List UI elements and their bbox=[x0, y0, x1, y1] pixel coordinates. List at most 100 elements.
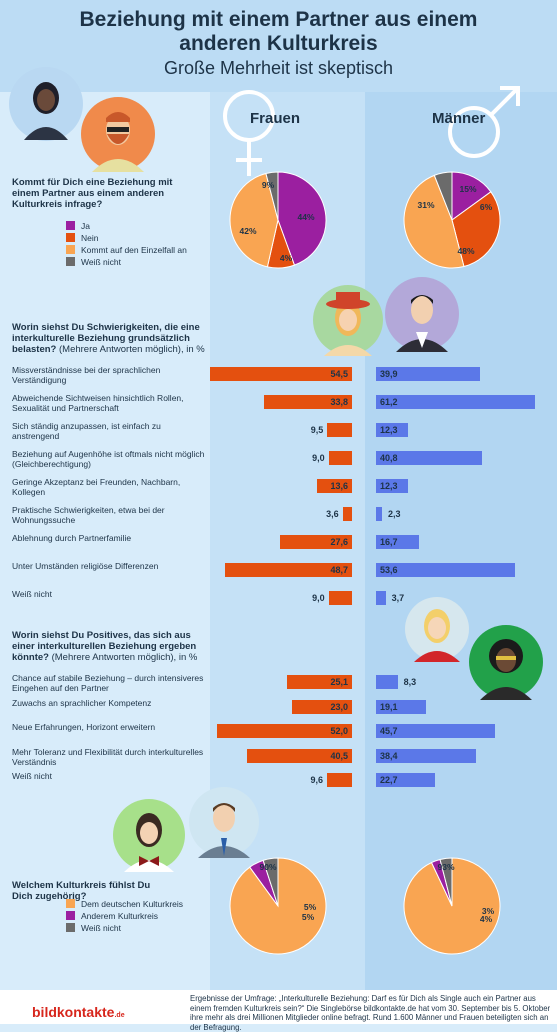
question-2: Worin siehst Du Schwierigkeiten, die ein… bbox=[12, 322, 205, 355]
male-symbol-icon bbox=[448, 86, 520, 158]
bar-women bbox=[342, 507, 352, 521]
pie-q1-women-label-1: 9% bbox=[262, 180, 275, 190]
value-label-men: 12,3 bbox=[380, 425, 398, 435]
avatar-woman-hat-icon bbox=[313, 285, 383, 356]
bar-men bbox=[376, 451, 483, 465]
bar-men bbox=[376, 395, 536, 409]
question-3: Worin siehst Du Positives, das sich aus … bbox=[12, 630, 198, 663]
value-label-women: 27,6 bbox=[330, 537, 348, 547]
bar-women bbox=[292, 699, 352, 714]
pie-chart-q4-men: 93% 3%4% bbox=[403, 857, 501, 955]
legend-item-nein: Nein bbox=[66, 232, 187, 244]
value-label-women: 25,1 bbox=[330, 677, 348, 687]
bar-men bbox=[376, 423, 408, 437]
bar-women bbox=[210, 367, 352, 381]
question-1: Kommt für Dich eine Beziehung mit einem … bbox=[12, 177, 173, 210]
legend-item-anderem: Anderem Kulturkreis bbox=[66, 910, 183, 922]
value-label-men: 39,9 bbox=[380, 369, 398, 379]
bar-category-label: Unter Umständen religiöse Differenzen bbox=[12, 561, 159, 571]
pie-q1-women-label-3: 4% bbox=[280, 253, 293, 263]
value-label-women: 54,5 bbox=[330, 369, 348, 379]
bar-category-label: Beziehung auf Augenhöhe ist oftmals nich… bbox=[12, 449, 205, 469]
value-label-women: 9,5 bbox=[310, 425, 324, 435]
legend-q4: Dem deutschen Kulturkreis Anderem Kultur… bbox=[66, 898, 183, 934]
bar-category-label: Weiß nicht bbox=[12, 589, 52, 599]
avatar-man-tie-icon bbox=[189, 787, 259, 858]
bar-women bbox=[216, 724, 352, 738]
bar-women bbox=[327, 423, 352, 437]
bar-women bbox=[264, 395, 352, 409]
subtitle: Große Mehrheit ist skeptisch bbox=[163, 58, 394, 78]
legend-item-einzelfall: Kommt auf den Einzelfall an bbox=[66, 244, 187, 256]
value-label-women: 52,0 bbox=[330, 726, 348, 736]
female-symbol-icon bbox=[223, 90, 275, 176]
bar-category-label: Chance auf stabile Beziehung – durch int… bbox=[12, 673, 204, 693]
bar-men bbox=[376, 563, 516, 577]
bar-women bbox=[328, 591, 352, 605]
value-label-men: 53,6 bbox=[380, 565, 398, 575]
bar-men bbox=[376, 591, 386, 605]
pie-q1-women-label-2: 42% bbox=[239, 226, 256, 236]
pie-q1-women-label-0: 44% bbox=[297, 212, 314, 222]
pie-chart-q4-women: 90% 5%5% bbox=[229, 857, 327, 955]
avatar-man-suit-icon bbox=[385, 277, 459, 352]
bar-men bbox=[376, 479, 408, 493]
pie-q1-men-label-1: 31% bbox=[417, 200, 434, 210]
bar-category-label: Abweichende Sichtweisen hinsichtlich Rol… bbox=[12, 393, 184, 413]
pie-q4-men-slice-2 bbox=[439, 857, 453, 907]
bar-women bbox=[328, 451, 352, 465]
legend-item-weiss: Weiß nicht bbox=[66, 256, 187, 268]
value-label-women: 9,6 bbox=[310, 775, 324, 785]
value-label-women: 13,6 bbox=[330, 481, 348, 491]
bar-category-label: Sich ständig anzupassen, ist einfach zu … bbox=[12, 421, 161, 441]
value-label-men: 8,3 bbox=[403, 677, 417, 687]
pie-q4-men-label-2: 4% bbox=[480, 914, 493, 924]
pie-q1-women-slice-2 bbox=[229, 172, 279, 268]
header-band bbox=[0, 0, 557, 92]
legend-item-ja: Ja bbox=[66, 220, 187, 232]
legend-item-deutsch: Dem deutschen Kulturkreis bbox=[66, 898, 183, 910]
pie-q1-women-slice-3 bbox=[265, 171, 279, 221]
value-label-men: 38,4 bbox=[380, 750, 398, 761]
value-label-women: 40,5 bbox=[330, 750, 348, 761]
pie-q4-women-label-2: 5% bbox=[302, 912, 315, 922]
pie-chart-q1-men: 15% 31% 48% 6% bbox=[403, 171, 501, 269]
value-label-women: 3,6 bbox=[326, 509, 339, 519]
value-label-men: 19,1 bbox=[380, 701, 398, 712]
bar-men bbox=[376, 748, 476, 763]
value-label-men: 22,7 bbox=[380, 775, 398, 785]
avatar-woman-dark-icon bbox=[9, 67, 83, 141]
value-label-women: 9,0 bbox=[312, 453, 325, 463]
pie-q4-women-label-1: 5% bbox=[304, 902, 317, 912]
bar-category-label: Mehr Toleranz und Flexibilität durch int… bbox=[12, 746, 204, 767]
pie-q1-men-label-0: 15% bbox=[459, 184, 476, 194]
pie-q4-men-label-1: 3% bbox=[482, 906, 495, 916]
value-label-men: 45,7 bbox=[380, 726, 398, 736]
value-label-women: 48,7 bbox=[330, 565, 348, 575]
avatar-woman-curly-icon bbox=[469, 625, 543, 700]
legend-item-weiss-q4: Weiß nicht bbox=[66, 922, 183, 934]
footer-text: Ergebnisse der Umfrage: „Interkulturelle… bbox=[190, 994, 551, 1032]
bar-women bbox=[246, 748, 352, 763]
value-label-women: 33,8 bbox=[330, 397, 348, 407]
legend-q1: Ja Nein Kommt auf den Einzelfall an Weiß… bbox=[66, 220, 187, 268]
bar-men bbox=[376, 675, 398, 689]
pie-chart-q1-women: 44% 9% 42% 4% bbox=[229, 171, 327, 269]
men-column-header: Männer bbox=[432, 110, 486, 127]
bar-category-label: Neue Erfahrungen, Horizont erweitern bbox=[12, 722, 156, 732]
pie-q1-men-slice-1 bbox=[451, 191, 501, 268]
bar-women bbox=[225, 563, 352, 577]
pie-q1-men-slice-3 bbox=[433, 171, 453, 221]
pie-q4-women-slice-2 bbox=[262, 857, 279, 907]
bar-women bbox=[280, 535, 352, 549]
footer bbox=[0, 990, 557, 1024]
value-label-men: 61,2 bbox=[380, 397, 398, 407]
value-label-men: 40,8 bbox=[380, 453, 398, 463]
bar-category-label: Praktische Schwierigkeiten, etwa bei der… bbox=[12, 505, 165, 525]
pie-q1-men-label-3: 6% bbox=[480, 202, 493, 212]
value-label-men: 16,7 bbox=[380, 537, 398, 547]
title-line-2: anderen Kulturkreis bbox=[179, 32, 378, 55]
bar-men bbox=[376, 773, 436, 787]
value-label-men: 12,3 bbox=[380, 481, 398, 491]
bar-women bbox=[286, 675, 352, 689]
